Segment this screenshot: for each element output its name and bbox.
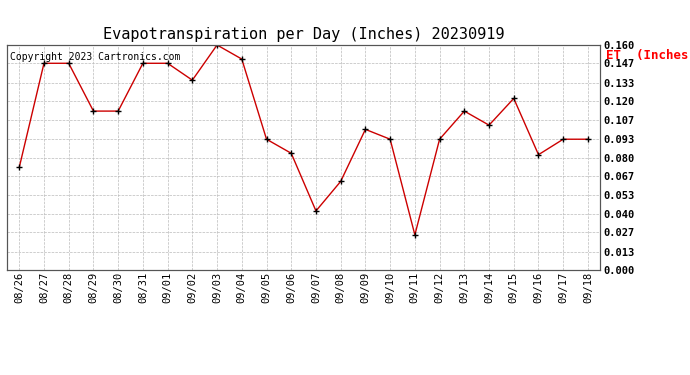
Point	[236, 56, 247, 62]
Point	[39, 60, 50, 66]
Point	[14, 164, 25, 170]
Point	[360, 126, 371, 132]
Point	[434, 136, 445, 142]
Point	[187, 77, 198, 83]
Point	[509, 96, 520, 102]
Text: ET  (Inches): ET (Inches)	[607, 50, 690, 63]
Point	[286, 150, 297, 156]
Point	[137, 60, 148, 66]
Point	[112, 108, 124, 114]
Point	[335, 178, 346, 184]
Point	[533, 152, 544, 157]
Point	[88, 108, 99, 114]
Point	[459, 108, 470, 114]
Text: Copyright 2023 Cartronics.com: Copyright 2023 Cartronics.com	[10, 52, 180, 62]
Point	[582, 136, 593, 142]
Point	[212, 42, 223, 48]
Title: Evapotranspiration per Day (Inches) 20230919: Evapotranspiration per Day (Inches) 2023…	[103, 27, 504, 42]
Point	[63, 60, 75, 66]
Point	[162, 60, 173, 66]
Point	[310, 208, 322, 214]
Point	[558, 136, 569, 142]
Point	[384, 136, 395, 142]
Point	[484, 122, 495, 128]
Point	[409, 232, 420, 238]
Point	[261, 136, 272, 142]
